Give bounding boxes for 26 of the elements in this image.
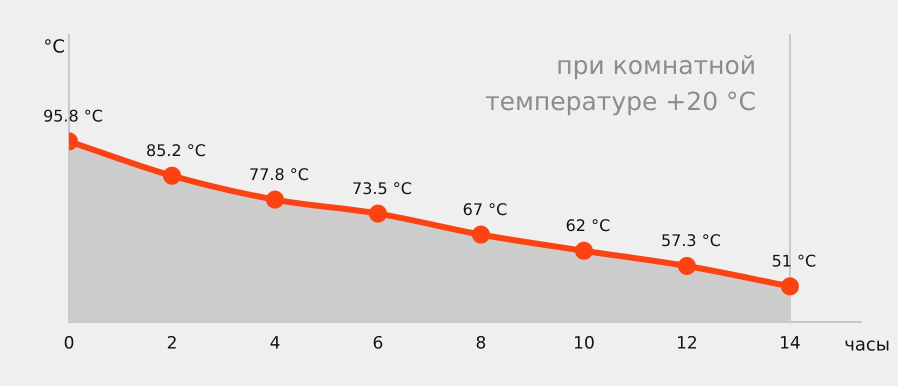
x-tick-label: 10 [573, 334, 595, 354]
x-tick-label: 0 [64, 334, 74, 354]
annotation: при комнатной температуре +20 °C [484, 50, 756, 118]
point [678, 257, 696, 276]
point [472, 226, 490, 244]
data-label: 85.2 °C [146, 140, 206, 160]
data-label: 73.5 °C [352, 178, 412, 198]
x-tick-label: 14 [779, 334, 801, 354]
data-label: 95.8 °C [43, 106, 103, 126]
data-label: 67 °C [462, 200, 508, 219]
data-label: 57.3 °C [660, 231, 721, 250]
x-tick-label: 6 [372, 334, 384, 354]
x-tick-label: 2 [166, 334, 178, 354]
point [162, 166, 181, 185]
data-label: 51 °C [772, 252, 816, 271]
data-label: 62 °C [566, 216, 610, 235]
x-tick-label: 4 [270, 334, 280, 354]
data-label: 77.8 °C [249, 164, 309, 184]
y-axis-title: °C [43, 36, 65, 58]
point [266, 190, 284, 209]
x-axis-title: часы [844, 334, 890, 356]
x-tick-label: 12 [676, 334, 698, 354]
point [368, 204, 387, 223]
point [574, 242, 593, 260]
point [780, 277, 799, 296]
x-tick-label: 8 [476, 334, 486, 354]
